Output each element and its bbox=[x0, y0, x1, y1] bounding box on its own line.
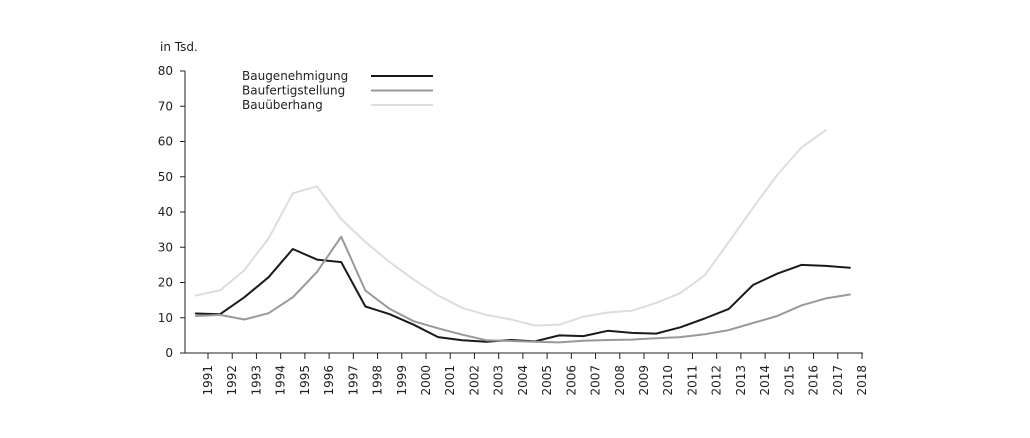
x-tick-label: 2014 bbox=[758, 365, 772, 396]
y-tick-label: 60 bbox=[158, 135, 173, 149]
x-tick-label: 1992 bbox=[225, 365, 239, 396]
x-tick-label: 2015 bbox=[782, 365, 796, 396]
y-tick-label: 70 bbox=[158, 99, 173, 113]
y-unit-label: in Tsd. bbox=[160, 40, 198, 54]
x-tick-label: 2010 bbox=[661, 365, 675, 396]
x-tick-label: 2005 bbox=[540, 365, 554, 396]
x-tick-label: 2016 bbox=[807, 365, 821, 396]
x-tick-label: 2008 bbox=[613, 365, 627, 396]
x-tick-label: 2018 bbox=[855, 365, 869, 396]
x-tick-label: 2011 bbox=[685, 365, 699, 396]
y-axis: 0 10 20 30 40 50 60 70 80 bbox=[158, 64, 186, 360]
legend-label-3: Bauüberhang bbox=[242, 98, 323, 112]
x-tick-label: 2017 bbox=[831, 365, 845, 396]
x-tick-label: 2006 bbox=[564, 365, 578, 396]
series-lines bbox=[194, 129, 851, 344]
x-tick-label: 1998 bbox=[371, 365, 385, 396]
series-line-2 bbox=[194, 235, 851, 344]
y-tick-label: 10 bbox=[158, 311, 173, 325]
series-line-3 bbox=[194, 129, 827, 327]
x-tick-label: 2012 bbox=[710, 365, 724, 396]
x-tick-label: 2001 bbox=[443, 365, 457, 396]
x-tick-label: 1991 bbox=[201, 365, 215, 396]
legend-label-1: Baugenehmigung bbox=[242, 69, 348, 83]
y-tick-label: 80 bbox=[158, 64, 173, 78]
y-tick-label: 0 bbox=[165, 346, 173, 360]
y-tick-label: 30 bbox=[158, 240, 173, 254]
y-tick-label: 20 bbox=[158, 276, 173, 290]
x-tick-label: 2000 bbox=[419, 365, 433, 396]
x-tick-label: 1996 bbox=[322, 365, 336, 396]
y-tick-label: 50 bbox=[158, 170, 173, 184]
x-tick-label: 2013 bbox=[734, 365, 748, 396]
legend-label-2: Baufertigstellung bbox=[242, 84, 345, 98]
x-tick-label: 1997 bbox=[346, 365, 360, 396]
x-tick-label: 2009 bbox=[637, 365, 651, 396]
x-tick-label: 1995 bbox=[298, 365, 312, 396]
x-axis: 1991 1992 1993 1994 1995 1996 1997 1998 1999 2000… bbox=[185, 352, 869, 396]
y-tick-label: 40 bbox=[158, 205, 173, 219]
x-tick-label: 2007 bbox=[589, 365, 603, 396]
x-tick-label: 2002 bbox=[467, 365, 481, 396]
legend: BaugenehmigungBaufertigstellungBauüberha… bbox=[242, 69, 433, 112]
x-tick-label: 2004 bbox=[516, 365, 530, 396]
x-tick-label: 1994 bbox=[274, 365, 288, 396]
x-tick-label: 2003 bbox=[492, 365, 506, 396]
x-tick-label: 1999 bbox=[395, 365, 409, 396]
x-tick-label: 1993 bbox=[249, 365, 263, 396]
